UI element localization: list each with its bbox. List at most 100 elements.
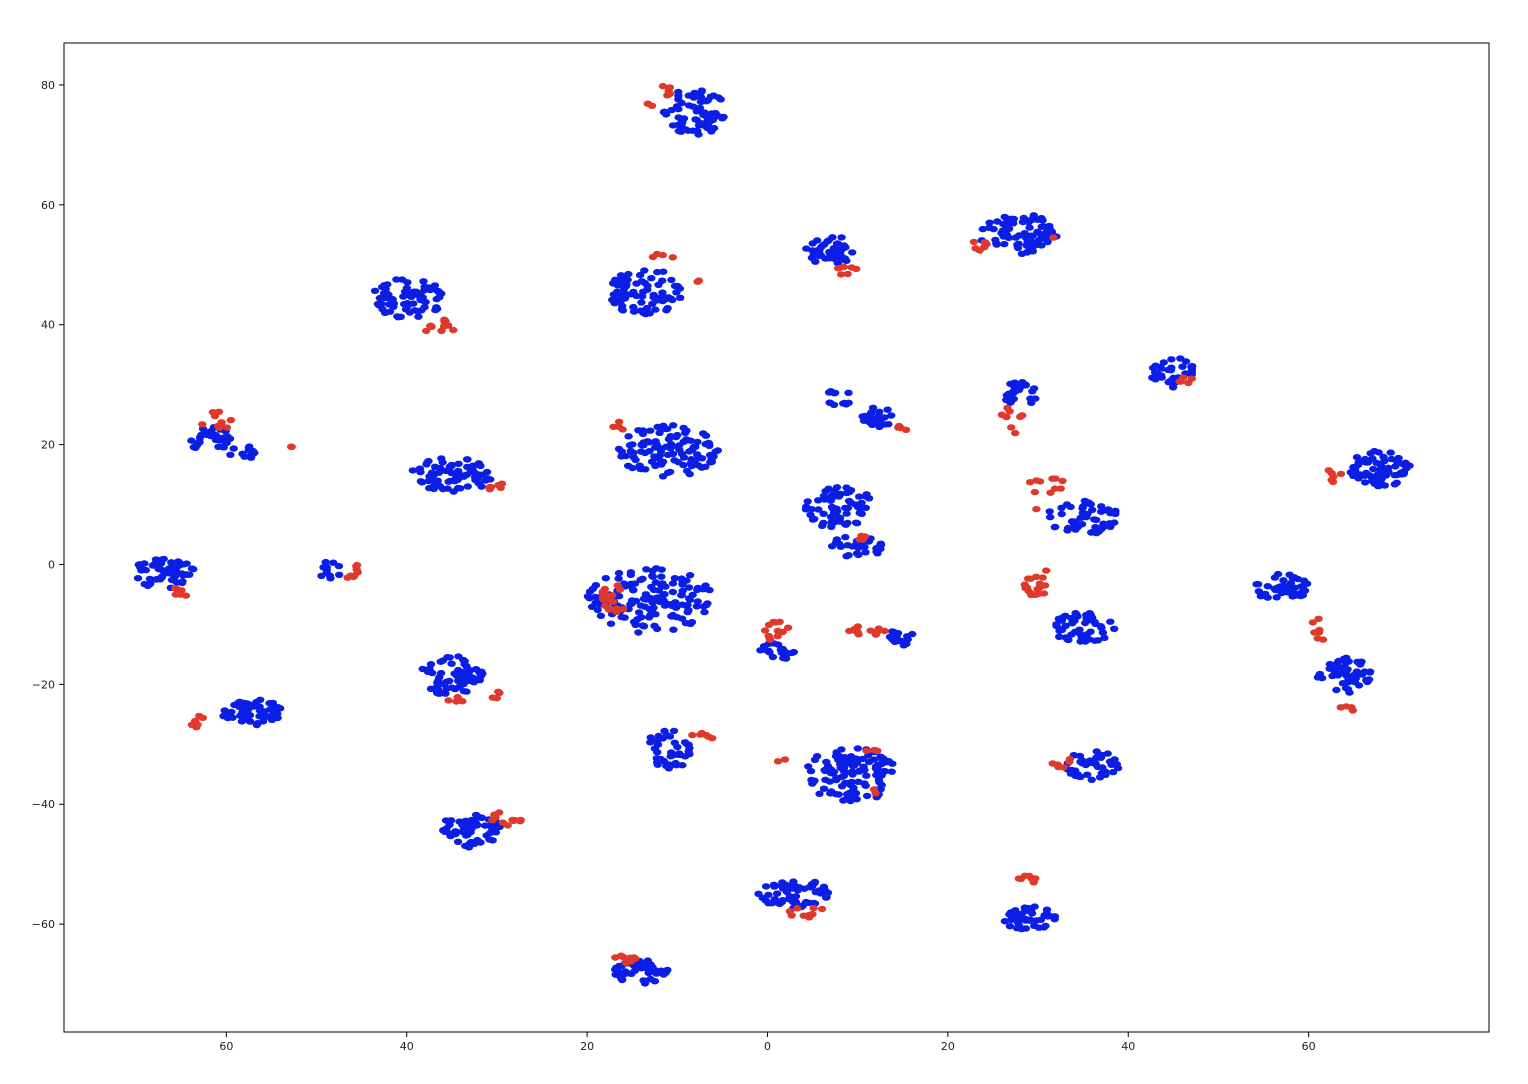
point-red-12-8 [215, 424, 224, 431]
point-blue-12-30 [444, 478, 453, 485]
point-blue-28-62 [804, 763, 813, 770]
point-blue-19-92 [630, 580, 640, 587]
point-blue-16-43 [1066, 503, 1075, 511]
point-red-35-6 [498, 819, 508, 826]
point-blue-25-50 [426, 685, 436, 692]
point-blue-19-10 [670, 575, 680, 582]
point-blue-2-53 [1017, 250, 1027, 257]
point-blue-14-30 [843, 504, 853, 512]
point-red-2-5 [843, 270, 852, 278]
point-blue-11-35 [681, 429, 690, 436]
point-blue-14-62 [851, 519, 861, 526]
point-blue-5-33 [1157, 365, 1166, 372]
point-blue-29-40 [1083, 771, 1092, 778]
point-red-21-16 [612, 605, 621, 612]
point-blue-19-108 [693, 598, 702, 605]
point-blue-14-57 [826, 513, 836, 521]
point-blue-19-107 [638, 622, 647, 629]
point-blue-19-84 [642, 566, 651, 573]
point-blue-33-36 [650, 978, 660, 985]
point-blue-27-26 [668, 752, 678, 759]
point-blue-27-21 [660, 727, 669, 735]
point-blue-28-67 [825, 778, 835, 785]
point-blue-26-47 [253, 720, 262, 727]
point-blue-22-33 [1081, 619, 1090, 627]
point-blue-13-34 [1369, 465, 1378, 473]
point-blue-30-54 [466, 838, 476, 846]
point-blue-14-40 [835, 518, 845, 525]
point-blue-28-101 [852, 796, 861, 803]
point-red-5-7 [440, 316, 449, 323]
point-red-21-17 [601, 594, 610, 602]
point-blue-30-42 [473, 821, 482, 829]
point-blue-12-61 [468, 463, 477, 470]
point-blue-1-35 [807, 254, 817, 262]
point-blue-26-53 [248, 701, 258, 709]
point-blue-2-37 [989, 225, 998, 233]
point-blue-25-49 [452, 672, 462, 680]
point-blue-19-0 [614, 569, 624, 577]
point-red-5-8 [422, 327, 431, 335]
point-blue-25-53 [462, 663, 471, 670]
point-red-22-11 [771, 619, 780, 626]
point-blue-33-42 [639, 977, 648, 984]
point-blue-11-97 [651, 462, 660, 470]
point-blue-2-40 [1000, 240, 1009, 248]
point-blue-6-24 [1029, 385, 1039, 392]
point-blue-28-41 [839, 772, 849, 779]
point-red-16-0 [1032, 505, 1041, 513]
point-blue-4-7 [667, 276, 676, 284]
point-blue-19-143 [671, 599, 680, 606]
point-red-8-4 [609, 423, 618, 430]
point-blue-33-37 [611, 971, 620, 978]
point-blue-29-8 [1087, 776, 1096, 783]
point-red-24-14 [1038, 574, 1047, 581]
point-blue-17-52 [182, 571, 191, 578]
point-blue-4-6 [624, 270, 633, 278]
point-blue-29-39 [1075, 752, 1085, 760]
point-red-3-0 [969, 238, 979, 246]
point-blue-28-82 [877, 781, 886, 789]
point-blue-20-9 [756, 647, 765, 654]
point-red-34-4 [1065, 755, 1075, 763]
point-blue-22-38 [1086, 628, 1095, 635]
point-blue-22-22 [1093, 637, 1103, 644]
point-blue-12-72 [474, 460, 484, 467]
point-blue-17-39 [155, 576, 165, 583]
point-blue-11-29 [624, 462, 633, 469]
point-blue-14-36 [846, 499, 855, 506]
point-red-38-8 [631, 955, 640, 962]
point-blue-3-43 [392, 276, 401, 283]
point-red-32-1 [862, 747, 871, 754]
point-blue-33-44 [640, 962, 649, 969]
point-blue-15-23 [861, 549, 870, 556]
point-blue-19-23 [684, 584, 694, 591]
point-blue-19-139 [596, 612, 606, 619]
point-red-12-0 [226, 416, 236, 424]
point-blue-2-34 [1019, 214, 1028, 222]
point-blue-27-24 [673, 743, 682, 751]
point-blue-25-60 [425, 665, 434, 673]
point-red-12-6 [214, 408, 224, 415]
point-red-29-4 [195, 712, 204, 720]
point-blue-11-16 [650, 453, 659, 460]
point-blue-30-30 [446, 832, 455, 840]
point-blue-19-146 [700, 608, 709, 616]
point-blue-19-127 [646, 611, 655, 619]
point-blue-30-51 [473, 813, 483, 820]
point-blue-27-34 [653, 737, 662, 744]
point-blue-19-78 [649, 604, 658, 611]
point-blue-30-45 [462, 831, 472, 838]
point-blue-16-52 [1078, 509, 1088, 517]
point-blue-25-47 [436, 669, 446, 677]
point-blue-16-30 [1092, 516, 1101, 524]
point-blue-0-64 [699, 122, 709, 129]
point-blue-2-67 [1043, 238, 1052, 246]
point-blue-24-54 [1328, 672, 1337, 680]
point-blue-3-66 [375, 294, 385, 302]
point-blue-18-10 [317, 572, 326, 580]
point-blue-30-56 [467, 825, 476, 832]
point-blue-2-69 [1014, 232, 1024, 239]
point-blue-8-23 [875, 423, 884, 431]
point-blue-28-107 [821, 767, 830, 775]
